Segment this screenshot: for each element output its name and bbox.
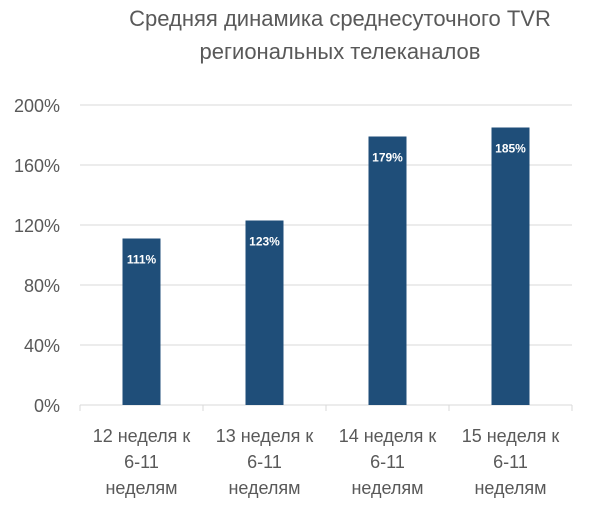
x-tick-label: неделям <box>228 478 300 498</box>
x-tick-label: 6-11 <box>493 452 528 472</box>
y-tick-label: 80% <box>24 276 60 296</box>
x-tick-label: 6-11 <box>370 452 405 472</box>
y-tick-label: 120% <box>14 216 60 236</box>
chart-title-line-1: Средняя динамика среднесуточного TVR <box>129 6 551 31</box>
data-label: 179% <box>372 151 403 165</box>
y-tick-label: 160% <box>14 156 60 176</box>
x-tick-label: неделям <box>105 478 177 498</box>
x-tick-label: неделям <box>474 478 546 498</box>
x-tick-label: 15 неделя к <box>462 426 560 446</box>
data-label: 123% <box>249 235 280 249</box>
x-tick-label: 6-11 <box>247 452 282 472</box>
bar <box>122 238 161 405</box>
chart-title-line-2: региональных телеканалов <box>199 39 481 64</box>
bar <box>245 220 284 405</box>
x-tick-label: 6-11 <box>124 452 159 472</box>
x-tick-label: 12 неделя к <box>93 426 191 446</box>
bar <box>491 127 530 405</box>
y-tick-label: 0% <box>34 396 60 416</box>
data-label: 111% <box>127 253 157 267</box>
y-tick-label: 200% <box>14 96 60 116</box>
x-tick-label: 14 неделя к <box>339 426 437 446</box>
x-tick-label: неделям <box>351 478 423 498</box>
bar <box>368 136 407 405</box>
x-tick-label: 13 неделя к <box>216 426 314 446</box>
chart-title: Средняя динамика среднесуточного TVR рег… <box>0 2 592 68</box>
y-tick-label: 40% <box>24 336 60 356</box>
data-label: 185% <box>495 142 526 156</box>
